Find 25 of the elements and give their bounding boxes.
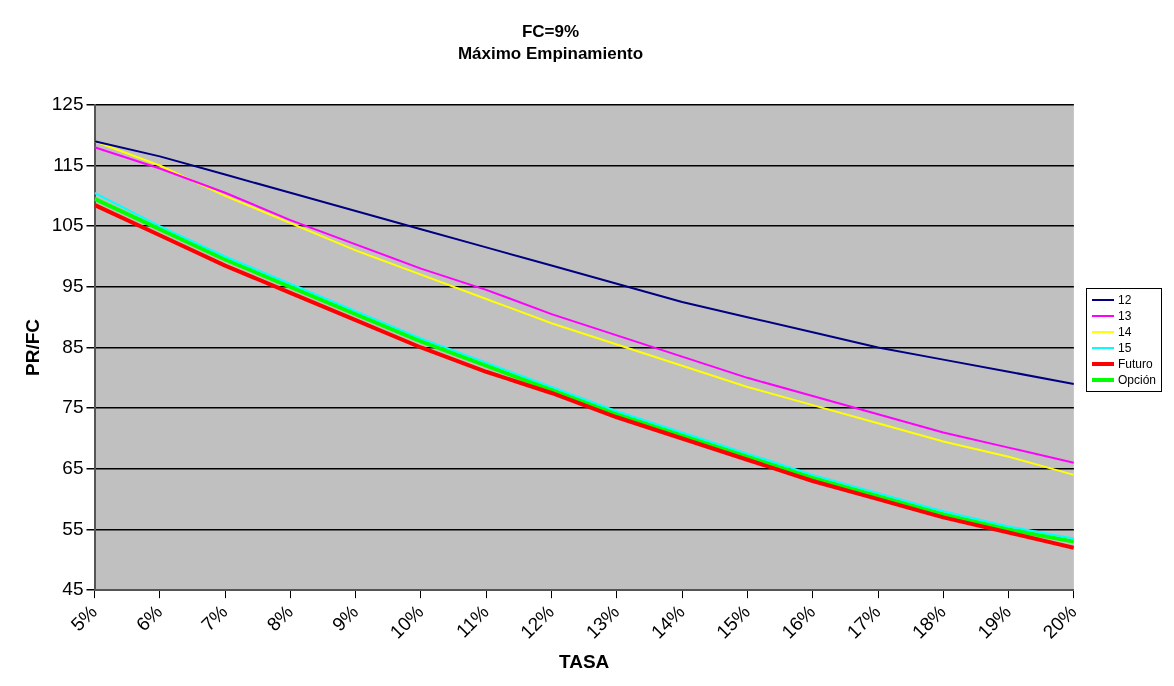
legend-label: 15: [1117, 340, 1132, 356]
y-tick-label: 85: [62, 335, 84, 357]
chart-subtitle: Máximo Empinamiento: [457, 44, 644, 64]
x-tick-label: 11%: [452, 600, 493, 642]
y-tick-label: 45: [62, 578, 84, 600]
chart-title: FC=9%: [521, 21, 580, 41]
y-tick-label: 65: [62, 457, 84, 479]
legend-label: Futuro: [1117, 356, 1153, 372]
y-tick-label: 95: [62, 275, 84, 297]
x-axis-title: TASA: [559, 650, 610, 672]
legend-label: 12: [1117, 292, 1132, 308]
legend-label: 14: [1117, 324, 1132, 340]
y-tick-label: 75: [62, 396, 84, 418]
x-tick-label: 5%: [66, 600, 102, 636]
x-tick-label: 8%: [262, 600, 297, 636]
x-tick-label: 6%: [132, 600, 167, 636]
legend-label: 13: [1117, 308, 1132, 324]
legend-label: Opción: [1117, 372, 1156, 388]
x-tick-label: 7%: [197, 600, 232, 636]
y-tick-label: 105: [51, 214, 84, 236]
y-tick-label: 115: [53, 153, 84, 175]
x-tick-label: 9%: [327, 600, 363, 636]
y-tick-label: 125: [51, 93, 84, 115]
y-axis-title: PR/FC: [21, 318, 43, 376]
y-tick-label: 55: [62, 517, 84, 539]
